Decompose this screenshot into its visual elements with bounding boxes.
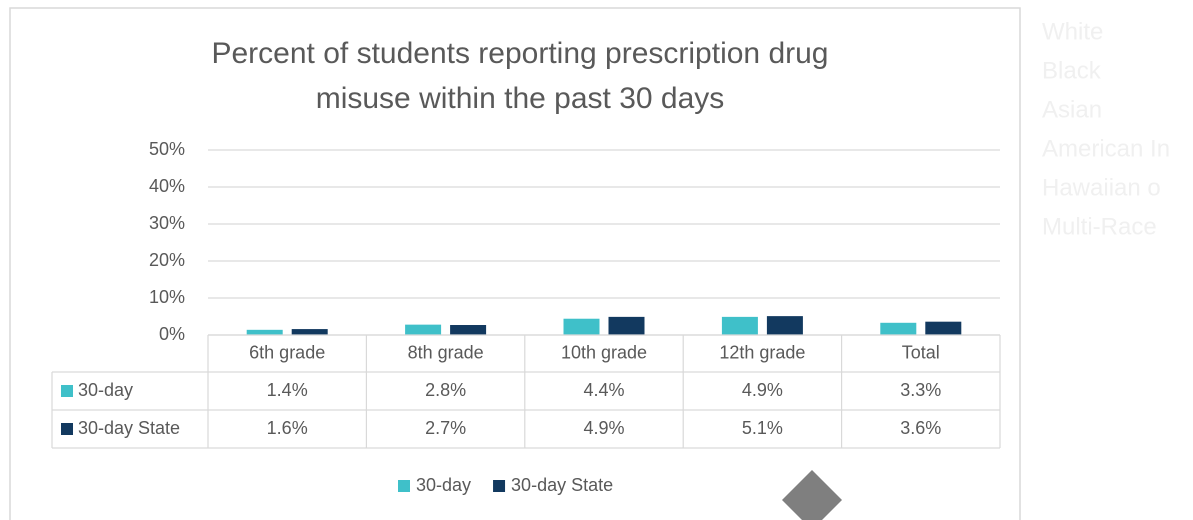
- x-tick-label: 8th grade: [408, 342, 484, 362]
- legend-label: 30-day: [416, 475, 471, 495]
- table-value: 4.9%: [583, 418, 624, 438]
- bar: [721, 316, 758, 335]
- bar: [405, 324, 442, 335]
- bar: [563, 318, 600, 335]
- x-tick-label: Total: [902, 342, 940, 362]
- legend-label: 30-day State: [511, 475, 613, 495]
- legend-key: [398, 480, 410, 492]
- table-value: 3.6%: [900, 418, 941, 438]
- legend-key: [493, 480, 506, 492]
- table-legend-key: [61, 385, 73, 397]
- bar: [450, 325, 487, 335]
- bar: [246, 329, 283, 335]
- chart-title: Percent of students reporting prescripti…: [211, 37, 828, 70]
- side-label: American In: [1042, 135, 1170, 162]
- y-tick-label: 40%: [149, 176, 185, 196]
- bar: [925, 321, 962, 335]
- y-tick-label: 10%: [149, 287, 185, 307]
- chart-title: misuse within the past 30 days: [316, 82, 725, 115]
- bar: [291, 329, 328, 335]
- table-value: 4.9%: [742, 380, 783, 400]
- x-tick-label: 12th grade: [719, 342, 805, 362]
- table-value: 2.8%: [425, 380, 466, 400]
- x-tick-label: 6th grade: [249, 342, 325, 362]
- table-value: 1.6%: [267, 418, 308, 438]
- table-value: 2.7%: [425, 418, 466, 438]
- table-legend-key: [61, 423, 73, 435]
- bar: [766, 316, 803, 335]
- y-tick-label: 0%: [159, 324, 185, 344]
- side-label: Asian: [1042, 96, 1102, 123]
- y-tick-label: 20%: [149, 250, 185, 270]
- x-tick-label: 10th grade: [561, 342, 647, 362]
- side-label: White: [1042, 18, 1103, 45]
- side-label: Black: [1042, 57, 1102, 84]
- bar: [880, 322, 917, 335]
- y-tick-label: 50%: [149, 139, 185, 159]
- bar: [608, 316, 645, 335]
- table-row-label: 30-day: [78, 380, 133, 400]
- side-label: Hawaiian o: [1042, 174, 1161, 201]
- table-value: 4.4%: [583, 380, 624, 400]
- table-value: 1.4%: [267, 380, 308, 400]
- table-value: 3.3%: [900, 380, 941, 400]
- table-value: 5.1%: [742, 418, 783, 438]
- y-tick-label: 30%: [149, 213, 185, 233]
- side-label: Multi-Race: [1042, 213, 1157, 240]
- table-row-label: 30-day State: [78, 418, 180, 438]
- chart-border: [9, 7, 1021, 520]
- cursor-shape: [782, 470, 842, 520]
